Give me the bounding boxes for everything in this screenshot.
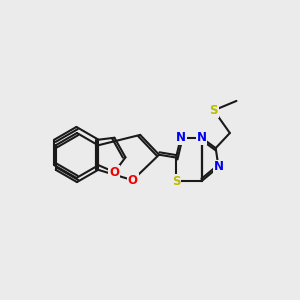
Text: N: N — [196, 131, 206, 144]
Text: N: N — [176, 131, 186, 144]
Text: O: O — [110, 166, 119, 178]
Text: S: S — [209, 104, 218, 117]
Text: S: S — [172, 175, 180, 188]
Text: O: O — [128, 174, 138, 187]
Text: N: N — [214, 160, 224, 173]
